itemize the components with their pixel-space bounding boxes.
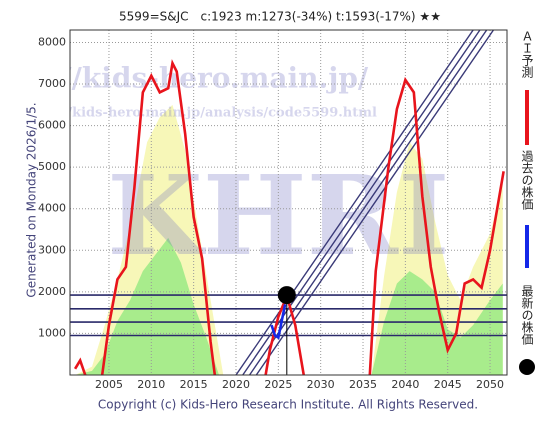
y-tick-label: 7000	[38, 77, 66, 90]
chart-title: 5599=S&JC c:1923 m:1273(-34%) t:1593(-17…	[119, 10, 441, 24]
x-tick-label: 2045	[434, 378, 462, 391]
x-tick-label: 2020	[222, 378, 250, 391]
y-tick-label: 3000	[38, 243, 66, 256]
watermark: http://kids-hero.main.jp/analysis/code55…	[27, 106, 377, 121]
y-tick-label: 4000	[38, 202, 66, 215]
watermark: KHRI	[107, 151, 449, 280]
copyright: Copyright (c) Kids-Hero Research Institu…	[98, 398, 478, 412]
y-tick-label: 8000	[38, 35, 66, 48]
x-tick-label: 2035	[349, 378, 377, 391]
legend-swatch	[519, 359, 535, 375]
x-tick-label: 2015	[180, 378, 208, 391]
watermark: http://kids-hero.main.jp/	[0, 61, 369, 94]
y-tick-label: 2000	[38, 285, 66, 298]
x-tick-label: 2030	[307, 378, 335, 391]
series-line	[73, 59, 505, 375]
latest-price-dot	[277, 286, 296, 305]
legend-label: ＡＩ予測	[520, 30, 534, 79]
legend-label: 過去の株価	[520, 150, 534, 210]
x-tick-label: 2010	[137, 378, 165, 391]
y-tick-label: 6000	[38, 119, 66, 132]
y-tick-label: 5000	[38, 160, 66, 173]
area	[75, 237, 503, 375]
trend-line	[248, 30, 488, 375]
x-tick-label: 2040	[391, 378, 419, 391]
legend-label: 最新の株価	[520, 285, 534, 345]
trend-line	[255, 30, 495, 375]
y-tick-label: 1000	[38, 326, 66, 339]
x-tick-label: 2005	[95, 378, 123, 391]
plot-layer: http://kids-hero.main.jp/http://kids-her…	[0, 30, 507, 375]
x-tick-label: 2050	[476, 378, 504, 391]
generated-label: Generated on Monday 2026/1/5.	[25, 102, 39, 297]
plot-frame	[69, 29, 508, 376]
trend-line	[235, 30, 474, 375]
series-line	[270, 304, 287, 340]
x-tick-label: 2025	[264, 378, 292, 391]
